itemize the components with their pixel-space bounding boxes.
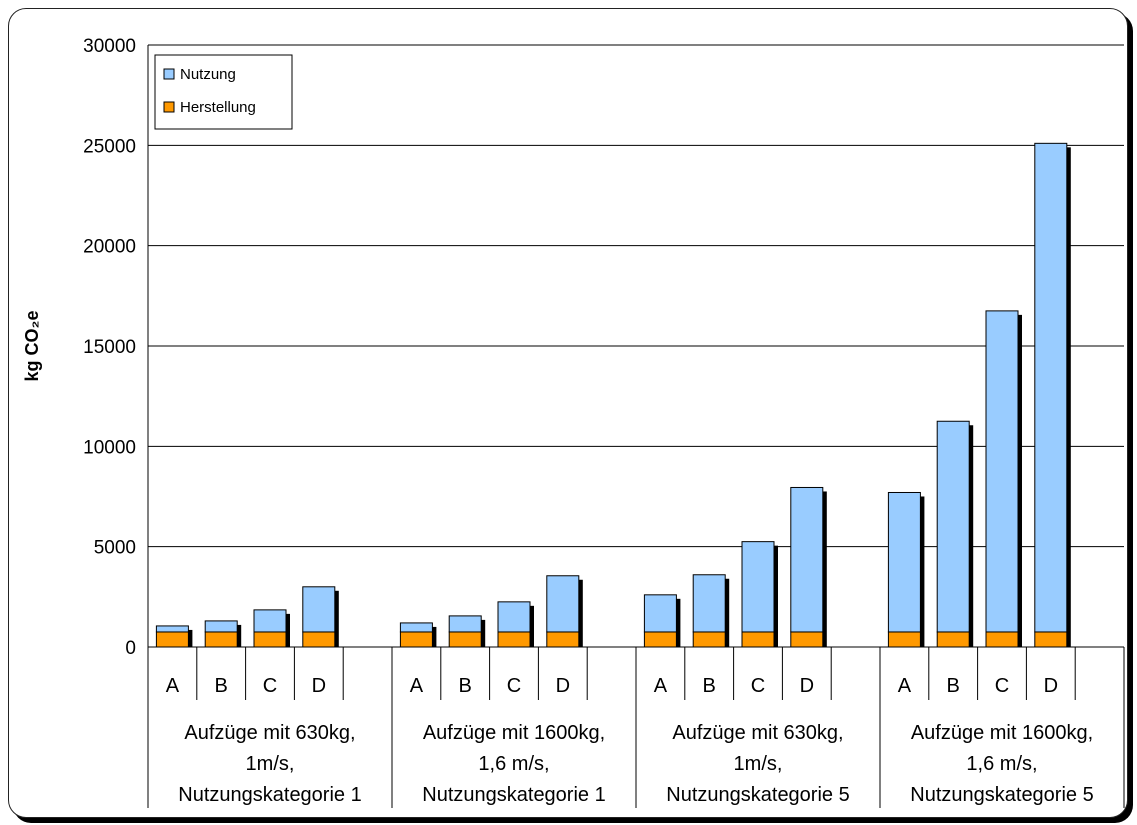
group-label: 1m/s, bbox=[246, 753, 295, 775]
bar-herstellung bbox=[692, 631, 726, 648]
category-label: D bbox=[1044, 675, 1058, 697]
group-label: Aufzüge mit 1600kg, bbox=[423, 722, 605, 744]
group-label: Nutzungskategorie 1 bbox=[422, 784, 605, 806]
category-label: C bbox=[751, 675, 765, 697]
bar-herstellung bbox=[448, 631, 482, 648]
category-label: D bbox=[556, 675, 570, 697]
bar-nutzung bbox=[546, 575, 580, 633]
bar-herstellung bbox=[790, 631, 824, 648]
bar-nutzung bbox=[1034, 142, 1068, 633]
legend-label: Nutzung bbox=[180, 66, 236, 83]
category-label: B bbox=[947, 675, 960, 697]
bar-nutzung bbox=[741, 541, 775, 633]
bar-nutzung bbox=[399, 622, 433, 633]
y-tick-label: 5000 bbox=[94, 538, 136, 559]
group-label: Aufzüge mit 630kg, bbox=[672, 722, 843, 744]
bar-herstellung bbox=[1034, 631, 1068, 648]
bar-nutzung bbox=[643, 594, 677, 633]
bar-herstellung bbox=[155, 631, 189, 648]
legend-label: Herstellung bbox=[180, 99, 256, 116]
category-label: C bbox=[263, 675, 277, 697]
group-label: Nutzungskategorie 5 bbox=[666, 784, 849, 806]
bar-herstellung bbox=[985, 631, 1019, 648]
category-label: B bbox=[459, 675, 472, 697]
category-label: C bbox=[507, 675, 521, 697]
y-tick-label: 30000 bbox=[83, 36, 136, 57]
group-label: Nutzungskategorie 1 bbox=[178, 784, 361, 806]
bar-nutzung bbox=[204, 620, 238, 633]
category-label: D bbox=[800, 675, 814, 697]
group-label: Aufzüge mit 1600kg, bbox=[911, 722, 1093, 744]
y-axis-label: kg CO₂e bbox=[22, 310, 42, 381]
bar-herstellung bbox=[546, 631, 580, 648]
category-label: A bbox=[898, 675, 912, 697]
category-label: A bbox=[410, 675, 424, 697]
bar-herstellung bbox=[302, 631, 336, 648]
bar-nutzung bbox=[936, 420, 970, 633]
bar-herstellung bbox=[399, 631, 433, 648]
bar-nutzung bbox=[692, 574, 726, 633]
y-tick-label: 10000 bbox=[83, 437, 136, 458]
group-label: Nutzungskategorie 5 bbox=[910, 784, 1093, 806]
bar-nutzung bbox=[497, 601, 531, 633]
legend-swatch bbox=[163, 101, 175, 113]
bar-herstellung bbox=[936, 631, 970, 648]
category-label: B bbox=[215, 675, 228, 697]
legend-box bbox=[154, 54, 293, 130]
bar-nutzung bbox=[302, 586, 336, 633]
bar-nutzung bbox=[887, 491, 921, 633]
bar-nutzung bbox=[448, 615, 482, 633]
bar-herstellung bbox=[741, 631, 775, 648]
y-tick-label: 20000 bbox=[83, 237, 136, 258]
group-label: 1,6 m/s, bbox=[478, 753, 549, 775]
bar-herstellung bbox=[253, 631, 287, 648]
group-label: 1,6 m/s, bbox=[966, 753, 1037, 775]
category-label: C bbox=[995, 675, 1009, 697]
bar-herstellung bbox=[887, 631, 921, 648]
category-label: A bbox=[166, 675, 180, 697]
y-tick-label: 0 bbox=[125, 638, 136, 659]
bar-nutzung bbox=[253, 609, 287, 633]
group-label: 1m/s, bbox=[734, 753, 783, 775]
bar-nutzung bbox=[985, 310, 1019, 633]
chart-frame bbox=[8, 8, 1128, 818]
legend-swatch bbox=[163, 68, 175, 80]
group-label: Aufzüge mit 630kg, bbox=[184, 722, 355, 744]
y-tick-label: 25000 bbox=[83, 136, 136, 157]
category-label: A bbox=[654, 675, 668, 697]
bar-nutzung bbox=[155, 625, 189, 633]
bar-nutzung bbox=[790, 486, 824, 633]
legend: Nutzung Herstellung bbox=[154, 54, 293, 130]
category-label: B bbox=[703, 675, 716, 697]
bar-herstellung bbox=[643, 631, 677, 648]
bar-herstellung bbox=[204, 631, 238, 648]
category-label: D bbox=[312, 675, 326, 697]
bar-herstellung bbox=[497, 631, 531, 648]
y-tick-label: 15000 bbox=[83, 337, 136, 358]
